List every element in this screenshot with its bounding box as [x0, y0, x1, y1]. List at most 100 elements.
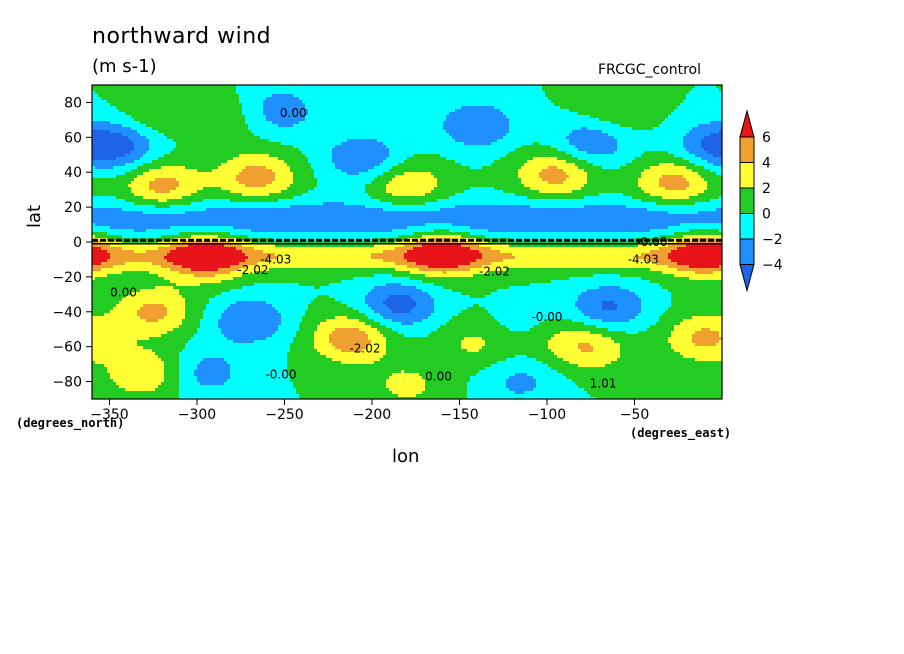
heatmap-cell — [338, 109, 342, 113]
heatmap-cell — [176, 130, 180, 134]
heatmap-cell — [386, 121, 390, 125]
heatmap-cell — [563, 142, 567, 146]
heatmap-cell — [260, 88, 264, 92]
heatmap-cell — [458, 109, 462, 113]
heatmap-cell — [239, 94, 243, 98]
heatmap-cell — [656, 139, 660, 143]
heatmap-cell — [605, 148, 609, 152]
heatmap-cell — [698, 148, 702, 152]
heatmap-cell — [341, 130, 345, 134]
heatmap-cell — [494, 85, 498, 89]
heatmap-cell — [629, 115, 633, 119]
heatmap-cell — [122, 94, 126, 98]
heatmap-cell — [311, 142, 315, 146]
heatmap-cell — [107, 115, 111, 119]
heatmap-cell — [281, 142, 285, 146]
heatmap-cell — [278, 154, 282, 158]
heatmap-cell — [500, 145, 504, 149]
heatmap-cell — [356, 124, 360, 128]
heatmap-cell — [686, 88, 690, 92]
heatmap-cell — [494, 151, 498, 155]
heatmap-cell — [164, 91, 168, 95]
heatmap-cell — [158, 133, 162, 137]
heatmap-cell — [611, 91, 615, 95]
heatmap-cell — [626, 109, 630, 113]
heatmap-cell — [167, 91, 171, 95]
heatmap-cell — [320, 88, 324, 92]
heatmap-cell — [209, 142, 213, 146]
heatmap-cell — [611, 130, 615, 134]
heatmap-cell — [242, 130, 246, 134]
heatmap-cell — [368, 124, 372, 128]
heatmap-cell — [110, 100, 114, 104]
heatmap-cell — [464, 124, 468, 128]
heatmap-cell — [152, 145, 156, 149]
heatmap-cell — [356, 112, 360, 116]
heatmap-cell — [503, 124, 507, 128]
heatmap-cell — [599, 109, 603, 113]
heatmap-cell — [677, 151, 681, 155]
heatmap-cell — [401, 100, 405, 104]
heatmap-cell — [593, 148, 597, 152]
heatmap-cell — [104, 94, 108, 98]
heatmap-cell — [635, 85, 639, 89]
heatmap-cell — [716, 112, 720, 116]
heatmap-cell — [98, 106, 102, 110]
heatmap-cell — [542, 112, 546, 116]
heatmap-cell — [161, 136, 165, 140]
heatmap-cell — [689, 97, 693, 101]
heatmap-cell — [575, 100, 579, 104]
heatmap-cell — [110, 85, 114, 89]
heatmap-cell — [107, 127, 111, 131]
heatmap-cell — [719, 115, 723, 119]
heatmap-cell — [113, 136, 117, 140]
heatmap-cell — [284, 112, 288, 116]
heatmap-cell — [194, 142, 198, 146]
heatmap-cell — [140, 145, 144, 149]
heatmap-cell — [458, 139, 462, 143]
heatmap-cell — [569, 100, 573, 104]
heatmap-cell — [647, 145, 651, 149]
heatmap-cell — [716, 115, 720, 119]
heatmap-cell — [440, 97, 444, 101]
heatmap-cell — [710, 91, 714, 95]
heatmap-cell — [227, 127, 231, 131]
heatmap-cell — [455, 133, 459, 137]
heatmap-cell — [347, 127, 351, 131]
heatmap-cell — [230, 103, 234, 107]
heatmap-cell — [584, 112, 588, 116]
heatmap-cell — [440, 151, 444, 155]
heatmap-cell — [698, 142, 702, 146]
heatmap-cell — [287, 112, 291, 116]
heatmap-cell — [329, 106, 333, 110]
heatmap-cell — [380, 121, 384, 125]
heatmap-cell — [455, 127, 459, 131]
heatmap-cell — [350, 151, 354, 155]
heatmap-cell — [431, 136, 435, 140]
heatmap-cell — [602, 106, 606, 110]
heatmap-cell — [152, 133, 156, 137]
heatmap-cell — [272, 118, 276, 122]
heatmap-cell — [410, 115, 414, 119]
heatmap-cell — [167, 85, 171, 89]
heatmap-cell — [407, 106, 411, 110]
heatmap-cell — [302, 103, 306, 107]
heatmap-cell — [587, 112, 591, 116]
heatmap-cell — [542, 124, 546, 128]
heatmap-cell — [194, 103, 198, 107]
heatmap-cell — [368, 127, 372, 131]
heatmap-cell — [602, 130, 606, 134]
heatmap-cell — [719, 145, 723, 149]
heatmap-cell — [587, 139, 591, 143]
heatmap-cell — [341, 154, 345, 158]
heatmap-cell — [200, 136, 204, 140]
heatmap-cell — [569, 136, 573, 140]
heatmap-cell — [536, 151, 540, 155]
heatmap-cell — [473, 148, 477, 152]
heatmap-cell — [683, 88, 687, 92]
heatmap-cell — [95, 94, 99, 98]
heatmap-cell — [614, 88, 618, 92]
heatmap-cell — [137, 109, 141, 113]
heatmap-cell — [479, 103, 483, 107]
heatmap-cell — [623, 130, 627, 134]
